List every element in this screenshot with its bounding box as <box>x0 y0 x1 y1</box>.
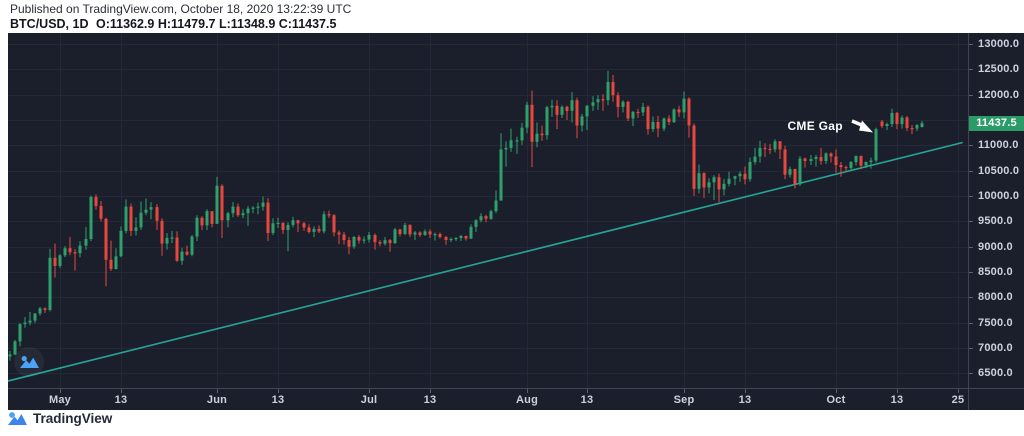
time-axis: May 13 Jun 13 Jul 13 Aug 13 Sep 13 Oct 13 25 <box>8 388 1024 410</box>
time-tick-label: Sep <box>673 394 695 406</box>
time-tick-label: Jun <box>206 394 228 406</box>
last-price-badge: 11437.5 <box>969 115 1024 131</box>
time-tick-mark <box>836 389 837 393</box>
time-tick-mark <box>897 389 898 393</box>
tradingview-logo-icon <box>8 412 27 425</box>
published-line: Published on TradingView.com, October 18… <box>10 2 352 16</box>
tradingview-logo-icon <box>19 356 39 368</box>
time-tick-mark <box>217 389 218 393</box>
time-tick-mark <box>60 389 61 393</box>
price-tick-label: 10000.0 <box>969 190 1024 202</box>
axis-corner <box>968 388 1024 410</box>
price-chart-pane: CME Gap <box>8 33 968 388</box>
candlestick-chart <box>8 33 968 388</box>
time-tick-label: 25 <box>951 394 965 406</box>
time-tick-label: 13 <box>738 394 752 406</box>
time-tick-label: 13 <box>890 394 904 406</box>
time-tick-label: 13 <box>271 394 285 406</box>
ohlc-values: O:11362.9 H:11479.7 L:11348.9 C:11437.5 <box>95 17 337 31</box>
time-tick-label: Oct <box>826 394 846 406</box>
time-tick-label: 13 <box>423 394 437 406</box>
price-tick-label: 9000.0 <box>969 241 1024 253</box>
time-tick-mark <box>121 389 122 393</box>
price-tick-label: 13000.0 <box>969 38 1024 50</box>
tradingview-watermark <box>14 347 44 377</box>
price-axis: 11437.5 13000.0 12500.0 12000.0 11000.0 1050… <box>968 33 1024 388</box>
time-tick-mark <box>587 389 588 393</box>
price-tick-label: 11000.0 <box>969 139 1024 151</box>
time-tick-label: Aug <box>516 394 538 406</box>
time-tick-label: May <box>49 394 71 406</box>
time-tick-label: 13 <box>580 394 594 406</box>
footer: TradingView <box>8 411 112 426</box>
time-tick-mark <box>527 389 528 393</box>
price-tick-label: 7000.0 <box>969 342 1024 354</box>
time-tick-mark <box>369 389 370 393</box>
time-tick-mark <box>745 389 746 393</box>
price-tick-label: 9500.0 <box>969 215 1024 227</box>
price-tick-label: 8000.0 <box>969 291 1024 303</box>
symbol-interval: BTC/USD, 1D <box>10 17 89 31</box>
price-tick-label: 8500.0 <box>969 266 1024 278</box>
cme-gap-label: CME Gap <box>787 118 843 133</box>
time-tick-label: 13 <box>114 394 128 406</box>
symbol-ohlc-line: BTC/USD, 1D O:11362.9 H:11479.7 L:11348.… <box>10 17 351 32</box>
brand-name: TradingView <box>33 411 113 426</box>
arrow-se-icon <box>849 117 875 135</box>
price-tick-label: 12500.0 <box>969 63 1024 75</box>
time-tick-mark <box>278 389 279 393</box>
price-tick-label: 6500.0 <box>969 367 1024 379</box>
time-tick-mark <box>430 389 431 393</box>
time-tick-mark <box>684 389 685 393</box>
time-tick-label: Jul <box>360 394 378 406</box>
price-tick-label: 10500.0 <box>969 165 1024 177</box>
chart-container: CME Gap 11437.5 13000.0 12500.0 12000.0 110… <box>8 33 1024 410</box>
chart-header: Published on TradingView.com, October 18… <box>10 2 351 32</box>
time-tick-mark <box>958 389 959 393</box>
price-tick-label: 7500.0 <box>969 317 1024 329</box>
price-tick-label: 12000.0 <box>969 89 1024 101</box>
tradingview-brand-link[interactable]: TradingView <box>8 411 112 426</box>
